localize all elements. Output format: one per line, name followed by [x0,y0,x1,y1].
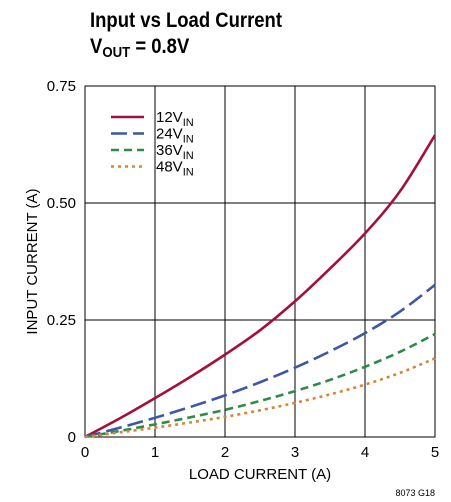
x-tick-label: 5 [431,444,439,461]
subtitle-subscript: OUT [102,44,131,61]
y-tick-label: 0.50 [47,195,76,212]
series-line-48v [84,357,436,439]
x-tick-label: 4 [361,444,369,461]
legend-label: 12VIN [156,109,194,129]
series-line-24v [84,283,436,439]
y-tick-label: 0.75 [47,78,76,95]
x-tick-label: 0 [81,444,89,461]
chart-title: Input vs Load Current [90,9,283,32]
series-lines [84,134,437,439]
x-tick-label: 3 [291,444,299,461]
subtitle-main: V [90,35,103,58]
subtitle-rest: = 0.8V [130,35,190,58]
x-tick-label: 1 [151,444,159,461]
figure-id: 8073 G18 [395,488,435,498]
chart-subtitle: VOUT = 0.8V [90,36,189,60]
x-tick-label: 2 [221,444,229,461]
y-axis-label: INPUT CURRENT (A) [24,188,41,334]
series-line-36v [84,332,436,439]
legend-label: 36VIN [156,142,194,162]
legend-label: 48VIN [156,159,194,179]
tick-labels: 0 1 2 3 4 5 0 0.25 0.50 0.75 [47,78,439,461]
x-axis-label: LOAD CURRENT (A) [189,466,331,483]
y-tick-label: 0.25 [47,312,76,329]
plot-frame [84,85,436,438]
y-tick-label: 0 [68,429,76,446]
series-line-12v [84,134,437,439]
grid-lines [85,86,435,437]
legend-label: 24VIN [156,126,194,146]
